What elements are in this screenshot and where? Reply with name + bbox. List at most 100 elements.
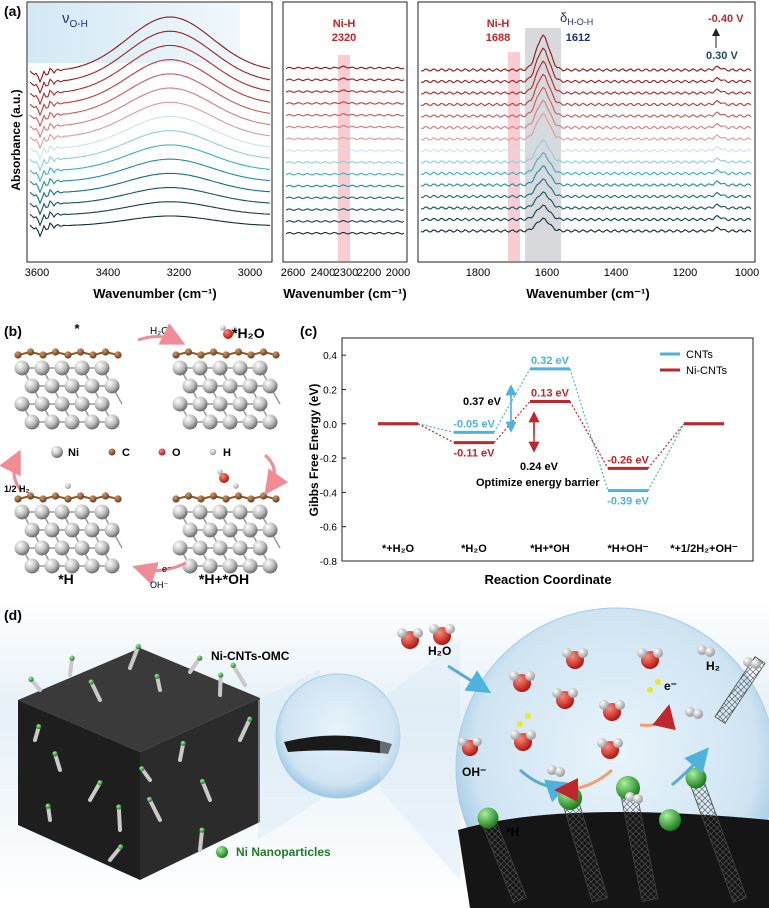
ni-atom [44,558,60,574]
fingerprint-spectrum-curve [420,47,752,84]
ni-nanoparticle [45,803,51,809]
ni-nanoparticle [36,723,42,730]
hydrogen-atom [697,645,707,655]
ni-atom [252,360,268,376]
hydrogen-atom [705,647,715,657]
ni-atom [54,396,70,412]
ni-nanoparticle [154,673,160,679]
ni-atom [262,378,278,394]
hydrogen-atom [751,659,761,669]
energy-value-label: 0.13 eV [531,387,570,399]
tick-label: 3000 [238,267,262,279]
ni-nanoparticle [52,751,58,757]
c-atom [39,351,47,359]
c-atom [197,351,205,359]
panel-d: (d) Ni-CNTs-OMC Ni Nanoparticles H₂O OH⁻… [0,600,769,908]
ni-atom [74,504,90,520]
block-title: Ni-CNTs-OMC [211,649,290,663]
nanotube [147,797,162,822]
hydrogen-atom [633,794,643,804]
hydrogen-atom [547,765,557,775]
panel-b-label: (b) [4,323,22,339]
ni-atom [192,540,208,556]
tick-label: 1000 [735,267,759,279]
energy-series: -0.05 eV0.32 eV-0.39 eV-0.11 eV0.13 eV-0… [378,355,724,508]
ni-atom [54,504,70,520]
electron-label: e⁻ [162,564,172,574]
ni-atom [222,558,238,574]
oh-spectrum-curve [29,115,271,161]
c-atom [64,495,72,503]
electron-dot [655,679,661,685]
c-atom [101,348,110,356]
c-atom [114,351,122,359]
oh-spectrum-curve [29,201,271,227]
legend-ni: Ni [68,447,79,459]
nih-spectrum-curve [285,113,405,117]
c-atom [272,495,280,503]
hoh-1612-highlight [525,28,561,261]
nanotube [178,741,186,762]
tick-label: 1200 [673,267,697,279]
c-atom [184,492,193,500]
energy-value-label: -0.05 eV [453,418,495,430]
nanotube [218,673,223,697]
ni-atom [262,414,278,430]
oh-spectrum-curve [29,30,271,95]
c-atom [14,495,22,503]
nanotube-large [714,656,766,724]
category-label: *+1/2H₂+OH⁻ [670,543,738,555]
hydrogen-atom [578,648,588,658]
ni-atom [104,414,120,430]
carbon-substrate [458,812,769,908]
nih-1688-name: Ni-H [487,18,510,30]
ni-atom [232,360,248,376]
ni-nanoparticle [146,796,153,803]
hydrogen-atom [625,792,635,802]
nih-spectrum-curve [285,196,405,200]
nanotube [89,680,102,702]
tick-label: 3600 [25,267,49,279]
hydrogen-atom [637,648,647,658]
nanotube [53,751,62,772]
ni-atom [24,522,40,538]
spectrum-frame-fingerprint [417,1,756,263]
legend-o: O [172,447,181,459]
ni-atom [232,396,248,412]
panel-c-label: (c) [300,323,317,339]
ni-nanoparticle-large [477,807,499,829]
oh-spectrum-curve [29,59,271,117]
hydroxide-label: OH⁻ [150,580,169,590]
oh-spectrum-curve [29,130,271,172]
c-atom [76,492,85,500]
ni-atom [14,504,30,520]
energy-connector [647,423,685,469]
electron-transfer-arrow [639,704,676,731]
catalyst-slabs [14,325,281,574]
ni-atom [242,378,258,394]
hydrogen-atom [653,648,663,658]
c-atom [234,492,243,500]
c-atom [64,351,72,359]
fingerprint-spectrum-curve [420,86,752,118]
oh-spectrum-curve [29,215,271,238]
zoom-beam-large [380,640,460,880]
oh-spectrum-curve [29,87,271,139]
panel-a-label: (a) [4,3,21,19]
ni-atom [14,396,30,412]
fingerprint-spectrum-curve [420,60,752,95]
c-atom [51,348,60,356]
catalyst-slab [14,348,123,430]
oh-spectrum-curve [29,101,271,150]
hydrogen-atom [555,767,565,777]
h2-release-arrow-d [671,747,709,787]
fingerprint-spectrum-curve [420,178,752,199]
ni-atom [34,540,50,556]
nih-1688-highlight [508,52,520,261]
ni-nanoparticle [28,676,34,682]
ni-barrier-value: 0.24 eV [520,461,559,473]
ni-nanoparticle [197,655,203,661]
nih-2320-highlight [338,55,350,261]
h2o-label: H₂O [428,644,451,658]
